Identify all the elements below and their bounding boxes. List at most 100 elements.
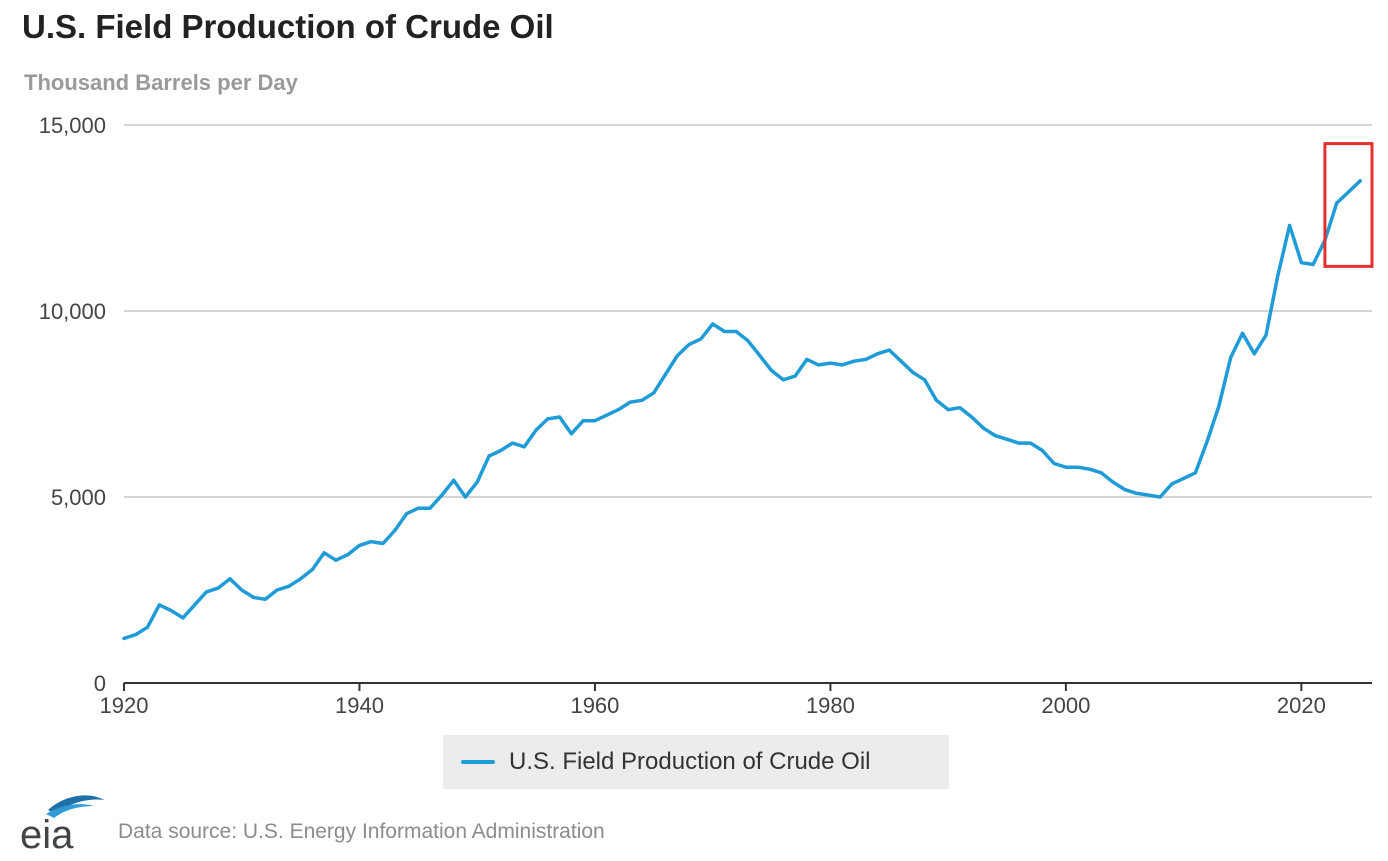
- data-point: [605, 413, 609, 417]
- data-point: [463, 495, 468, 499]
- data-point: [1252, 352, 1256, 356]
- data-point: [828, 361, 833, 365]
- data-point: [204, 590, 209, 594]
- y-tick-label: 0: [94, 671, 106, 696]
- data-point: [357, 543, 362, 547]
- data-point: [1358, 179, 1362, 183]
- data-point: [452, 478, 456, 482]
- data-point: [122, 636, 126, 640]
- data-point: [616, 407, 621, 412]
- axes: 0 5,000 10,000 15,000 1920 1940 1960 1980 2000 20…: [39, 113, 1372, 718]
- svg-text:eia: eia: [20, 813, 74, 852]
- data-point: [157, 603, 161, 607]
- data-point: [652, 391, 656, 395]
- data-point: [1146, 493, 1150, 497]
- data-point: [534, 428, 538, 432]
- data-point: [240, 588, 244, 592]
- data-point: [934, 398, 938, 402]
- legend-swatch: [461, 760, 495, 764]
- data-point: [793, 374, 797, 378]
- data-point: [381, 541, 385, 546]
- data-point: [251, 595, 256, 600]
- data-point: [393, 528, 397, 533]
- data-point: [145, 625, 150, 629]
- data-point: [640, 398, 644, 402]
- data-point: [569, 432, 573, 436]
- data-point: [1229, 355, 1233, 360]
- x-tick-label: 1940: [335, 693, 384, 718]
- data-point: [193, 603, 197, 607]
- data-point: [1134, 491, 1139, 495]
- data-point: [228, 577, 232, 581]
- data-point: [769, 368, 774, 373]
- data-point: [499, 448, 503, 453]
- data-point: [875, 352, 880, 356]
- data-point: [1240, 331, 1245, 335]
- legend[interactable]: U.S. Field Production of Crude Oil: [443, 735, 949, 789]
- data-point: [663, 372, 668, 376]
- chart-subtitle: Thousand Barrels per Day: [24, 70, 298, 95]
- data-point: [299, 577, 303, 581]
- data-point: [1052, 461, 1056, 466]
- data-point: [1005, 437, 1009, 441]
- data-point: [1335, 201, 1339, 205]
- data-point: [1182, 476, 1186, 480]
- data-point: [428, 506, 432, 510]
- data-point: [369, 540, 373, 544]
- data-point: [181, 616, 185, 620]
- data-point: [581, 419, 585, 423]
- data-point: [1040, 448, 1044, 453]
- data-point: [805, 357, 809, 361]
- data-point: [1017, 441, 1021, 445]
- highlight-box: [1323, 142, 1374, 268]
- data-point: [911, 370, 915, 374]
- data-point: [993, 434, 997, 438]
- data-point: [840, 363, 844, 367]
- y-tick-label: 10,000: [39, 299, 106, 324]
- data-point: [746, 339, 750, 343]
- data-point: [699, 337, 703, 341]
- data-point: [1287, 223, 1292, 228]
- data-point: [1170, 482, 1174, 486]
- data-point: [887, 348, 891, 352]
- legend-label: U.S. Field Production of Crude Oil: [509, 748, 871, 775]
- data-point: [169, 608, 173, 613]
- highlight-layer: [1323, 142, 1374, 268]
- data-point: [1099, 471, 1103, 475]
- data-point: [864, 357, 868, 361]
- data-point: [1346, 190, 1351, 194]
- data-point: [711, 322, 715, 326]
- data-point: [981, 426, 986, 430]
- data-point: [1076, 465, 1080, 469]
- data-point: [334, 558, 338, 562]
- data-point: [310, 567, 314, 572]
- data-point: [440, 493, 444, 497]
- data-point: [781, 378, 785, 382]
- data-point: [593, 419, 597, 423]
- x-tick-label: 1980: [806, 693, 855, 718]
- data-point: [346, 553, 350, 557]
- data-point: [722, 329, 727, 334]
- data-point: [734, 329, 738, 334]
- data-point: [263, 597, 267, 601]
- data-point: [546, 417, 550, 421]
- data-point: [1264, 333, 1268, 337]
- eia-logo: eia: [20, 795, 104, 852]
- data-point: [1087, 467, 1092, 471]
- data-point: [287, 584, 291, 588]
- x-tick-label: 1960: [570, 693, 619, 718]
- data-point: [1205, 439, 1209, 443]
- data-point: [404, 512, 409, 516]
- data-point: [958, 406, 962, 410]
- data-point: [1299, 261, 1303, 265]
- y-tick-label: 5,000: [51, 485, 106, 510]
- x-tick-label: 1920: [100, 693, 149, 718]
- gridlines: [124, 124, 1372, 498]
- data-point: [322, 551, 326, 555]
- y-tick-label: 15,000: [39, 113, 106, 138]
- data-point: [1123, 487, 1127, 492]
- data-source-note: Data source: U.S. Energy Information Adm…: [118, 820, 605, 843]
- data-point: [416, 506, 420, 510]
- data-point: [522, 445, 526, 449]
- data-point: [852, 359, 856, 363]
